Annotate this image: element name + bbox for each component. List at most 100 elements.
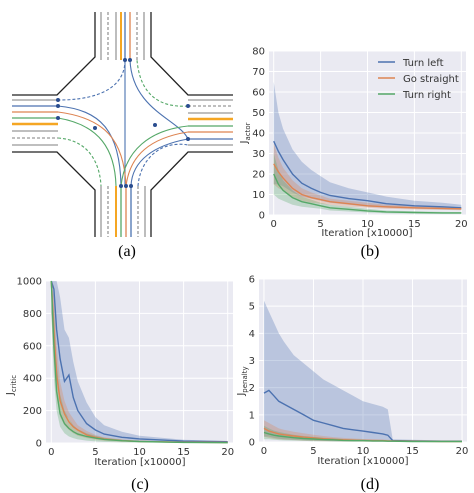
gridlines-d xyxy=(259,278,467,443)
waypoint xyxy=(129,184,133,188)
x-tick-label: 15 xyxy=(177,447,190,458)
x-tick-label: 10 xyxy=(357,446,370,457)
band-go-straight xyxy=(51,281,228,443)
north-lanes xyxy=(100,12,145,60)
y-tick-label: 200 xyxy=(23,406,42,417)
series-turn-left xyxy=(263,389,462,442)
y-tick-label: 70 xyxy=(252,67,265,78)
series-go-straight xyxy=(273,163,462,210)
y-tick-label: 5 xyxy=(249,302,255,313)
road-edge-nw xyxy=(12,12,96,96)
y-tick-label: 0 xyxy=(36,439,42,450)
panel-label-b: (b) xyxy=(361,243,380,260)
road-edge-sw xyxy=(12,151,96,237)
south-lanes xyxy=(100,186,146,237)
x-tick-label: 10 xyxy=(361,219,374,230)
chart-penalty: 0 5 10 15 20 0 1 2 3 4 5 6 Iteration [x10000] Jpena… xyxy=(236,275,468,468)
waypoint xyxy=(123,58,127,62)
y-tick-label: 3 xyxy=(249,356,255,367)
east-lanes xyxy=(188,99,233,146)
y-tick-label: 1 xyxy=(249,410,255,421)
road-edges xyxy=(12,12,233,237)
waypoint xyxy=(128,58,132,62)
legend-b: Turn left Go straight Turn right xyxy=(378,58,459,101)
y-axis-label-d: Jpenalty xyxy=(236,366,249,396)
y-tick-label: 1000 xyxy=(17,277,42,288)
route-w-right xyxy=(57,117,117,187)
route-left xyxy=(57,59,126,101)
y-tick-label: 10 xyxy=(252,190,265,201)
panel-label-d: (d) xyxy=(361,476,380,493)
y-tick-label: 80 xyxy=(252,47,265,58)
road-edge-se xyxy=(150,151,233,237)
waypoint xyxy=(56,98,60,102)
route-e-straight xyxy=(125,131,189,187)
bands-b xyxy=(273,81,462,214)
y-tick-label: 0 xyxy=(249,438,255,449)
waypoint xyxy=(153,123,157,127)
series-turn-left xyxy=(50,280,228,443)
waypoint xyxy=(186,104,190,108)
x-axis-label-c: Iteration [x10000] xyxy=(94,457,185,468)
band-turn-left xyxy=(264,300,462,442)
lines-d xyxy=(263,389,462,443)
y-tick-label: 50 xyxy=(252,108,265,119)
x-tick-label: 20 xyxy=(221,447,234,458)
y-tick-label: 6 xyxy=(249,275,255,286)
legend-label-turn-right: Turn right xyxy=(402,90,451,101)
y-tick-label: 800 xyxy=(23,309,42,320)
x-tick-label: 20 xyxy=(456,446,469,457)
x-tick-label: 0 xyxy=(271,219,277,230)
x-tick-label: 5 xyxy=(92,447,98,458)
waypoints xyxy=(56,58,190,188)
band-turn-left xyxy=(273,81,462,210)
panel-label-c: (c) xyxy=(131,476,149,493)
y-tick-label: 4 xyxy=(249,329,255,340)
y-tick-label: 30 xyxy=(252,149,265,160)
route-e-left xyxy=(130,138,189,187)
y-tick-label: 2 xyxy=(249,383,255,394)
waypoint xyxy=(186,137,190,141)
band-go-straight xyxy=(264,420,462,442)
legend-label-turn-left: Turn left xyxy=(402,58,444,69)
x-tick-label: 0 xyxy=(48,447,54,458)
bands-c xyxy=(51,281,228,443)
series-turn-right xyxy=(273,173,462,214)
route-e-north xyxy=(136,59,189,107)
x-axis-label-d: Iteration [x10000] xyxy=(317,456,408,467)
y-tick-label: 40 xyxy=(252,129,265,140)
west-lanes xyxy=(12,99,58,146)
x-tick-label: 0 xyxy=(261,446,267,457)
x-tick-label: 15 xyxy=(406,446,419,457)
x-axis-label-b: Iteration [x10000] xyxy=(321,228,412,239)
waypoint xyxy=(119,184,123,188)
x-tick-label: 20 xyxy=(455,219,468,230)
waypoint xyxy=(56,116,60,120)
waypoint xyxy=(93,126,97,130)
lines-b xyxy=(273,140,462,214)
x-tick-label: 5 xyxy=(310,446,316,457)
ticks-d: 0 5 10 15 20 0 1 2 3 4 5 6 xyxy=(249,275,469,458)
route-w-sw xyxy=(57,137,102,187)
series-turn-right xyxy=(263,431,462,443)
panel-label-a: (a) xyxy=(118,243,136,260)
road-edge-ne xyxy=(150,12,233,96)
routes xyxy=(57,59,189,187)
waypoint xyxy=(124,184,128,188)
y-tick-label: 60 xyxy=(252,88,265,99)
y-tick-label: 400 xyxy=(23,374,42,385)
intersection-diagram xyxy=(12,12,233,237)
x-tick-label: 10 xyxy=(133,447,146,458)
band-turn-right xyxy=(51,281,228,443)
chart-actor: 0 5 10 15 20 0 10 20 30 40 50 60 70 80 Iteration [x10… xyxy=(239,47,468,240)
x-tick-label: 15 xyxy=(408,219,421,230)
gridlines-c xyxy=(46,280,233,444)
y-tick-label: 600 xyxy=(23,341,42,352)
y-axis-label-c: Jcritic xyxy=(5,375,18,396)
lines-c xyxy=(50,280,228,444)
x-tick-label: 5 xyxy=(317,219,323,230)
legend-label-go-straight: Go straight xyxy=(403,74,459,85)
y-axis-label-b: Jactor xyxy=(239,122,252,144)
